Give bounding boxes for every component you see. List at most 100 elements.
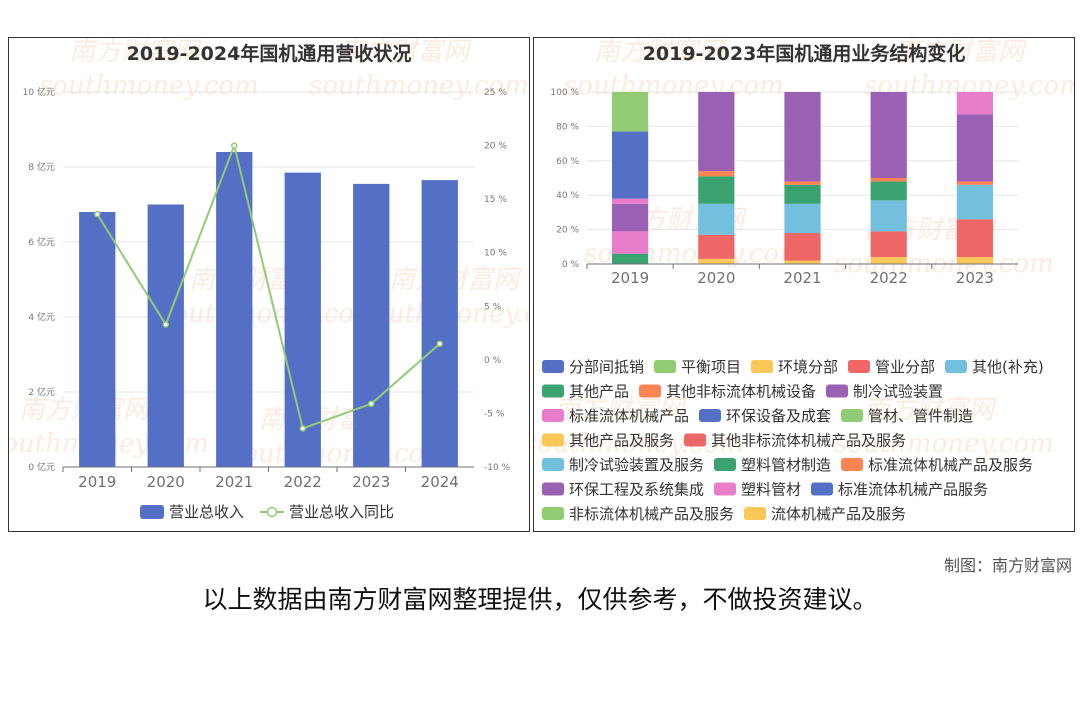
legend-swatch-yoy-marker bbox=[266, 506, 278, 518]
stack-segment bbox=[611, 92, 649, 132]
y2-axis-tick-label: 25 % bbox=[484, 88, 507, 98]
stack-segment bbox=[956, 184, 994, 220]
stack-segment bbox=[956, 219, 994, 258]
stack-segment bbox=[784, 181, 821, 185]
y-axis-tick-label: 2 亿元 bbox=[28, 386, 55, 398]
legend-swatch bbox=[542, 384, 564, 398]
revenue-bar bbox=[284, 172, 321, 467]
watermark-url: southmoney.com bbox=[159, 299, 379, 329]
yoy-growth-point bbox=[94, 210, 101, 218]
watermark-url: southmoney.com bbox=[39, 71, 259, 101]
chart-title: 2019-2023年国机通用业务结构变化 bbox=[643, 42, 966, 65]
legend-label-yoy: 营业总收入同比 bbox=[289, 503, 394, 521]
revenue-bar bbox=[147, 204, 184, 467]
stack-segment bbox=[611, 131, 649, 199]
y-axis-tick-label: 8 亿元 bbox=[28, 161, 55, 173]
legend-swatch bbox=[699, 409, 721, 422]
y-axis-tick-label: 4 亿元 bbox=[28, 311, 55, 323]
yoy-growth-point bbox=[231, 142, 238, 149]
y-axis-tick-label: 100 % bbox=[550, 88, 579, 98]
legend-label: 其他非标流体机械设备 bbox=[666, 383, 816, 401]
legend-label: 流体机械产品及服务 bbox=[771, 505, 906, 523]
legend-swatch bbox=[542, 507, 564, 520]
legend-label: 其他非标流体机械产品及服务 bbox=[711, 432, 906, 450]
stack-segment bbox=[784, 92, 821, 182]
y2-axis-tick-label: -5 % bbox=[484, 409, 505, 419]
stack-segment bbox=[611, 198, 649, 204]
x-axis-tick-label: 2020 bbox=[147, 473, 185, 491]
revenue-bar bbox=[353, 183, 390, 467]
legend-swatch bbox=[751, 360, 773, 373]
legend-label: 塑料管材 bbox=[741, 481, 801, 499]
legend-label: 环保工程及系统集成 bbox=[569, 481, 704, 499]
stack-segment bbox=[698, 171, 735, 177]
disclaimer-text: 以上数据由南方财富网整理提供，仅供参考，不做投资建议。 bbox=[202, 585, 878, 614]
legend-label: 其他(补充) bbox=[972, 358, 1044, 376]
stack-segment bbox=[611, 231, 649, 254]
x-axis-tick-label: 2019 bbox=[611, 269, 649, 287]
y-axis-tick-label: 6 亿元 bbox=[28, 236, 55, 248]
yoy-growth-line bbox=[96, 142, 441, 430]
stack-segment bbox=[784, 184, 821, 204]
watermark-text: 南方财富网 bbox=[554, 395, 687, 425]
legend-swatch bbox=[848, 360, 870, 373]
watermark-url: southmoney.com bbox=[309, 71, 529, 101]
legend-label: 标准流体机械产品服务 bbox=[838, 481, 988, 499]
x-axis-tick-label: 2022 bbox=[870, 269, 908, 287]
stack-segment bbox=[870, 200, 907, 232]
y2-axis-tick-label: 5 % bbox=[484, 302, 502, 312]
yoy-growth-point bbox=[299, 425, 306, 432]
legend-label: 其他产品 bbox=[569, 383, 629, 401]
stack-segment bbox=[956, 92, 994, 115]
legend-label: 环境分部 bbox=[778, 358, 838, 376]
legend-label: 制冷试验装置 bbox=[853, 383, 943, 401]
y-axis-tick-label: 10 亿元 bbox=[23, 86, 55, 98]
watermark-url: southmoney.com bbox=[534, 429, 744, 459]
legend-swatch bbox=[945, 360, 967, 373]
legend-label: 环保设备及成套 bbox=[726, 407, 831, 425]
stack-segment bbox=[784, 260, 821, 264]
yoy-growth-point bbox=[162, 321, 169, 328]
y-axis-tick-label: 0 % bbox=[562, 260, 580, 270]
watermark-url: southmoney.com bbox=[229, 439, 449, 469]
revenue-bar bbox=[216, 152, 253, 467]
stack-segment bbox=[784, 233, 821, 261]
watermark-text: 南方财富网 bbox=[864, 395, 997, 425]
legend-label: 塑料管材制造 bbox=[741, 456, 831, 474]
x-axis-tick-label: 2020 bbox=[697, 269, 735, 287]
legend-label: 其他产品及服务 bbox=[569, 432, 674, 450]
stack-segment bbox=[698, 234, 735, 259]
stack-segment bbox=[870, 181, 907, 201]
x-axis-tick-label: 2019 bbox=[78, 473, 116, 491]
x-axis-tick-label: 2023 bbox=[352, 473, 390, 491]
watermark-text: 南方财富网 bbox=[594, 38, 727, 67]
y2-axis-tick-label: 20 % bbox=[484, 142, 507, 152]
legend-swatch bbox=[542, 409, 564, 422]
watermark-text: 南方财富网 bbox=[339, 38, 472, 67]
legend-label: 分部间抵销 bbox=[569, 358, 644, 376]
legend-swatch bbox=[639, 384, 661, 398]
legend-label: 标准流体机械产品及服务 bbox=[868, 456, 1033, 474]
stack-segment bbox=[698, 258, 735, 264]
y-axis-tick-label: 80 % bbox=[556, 122, 579, 132]
x-axis-tick-label: 2021 bbox=[215, 473, 253, 491]
legend-label: 标准流体机械产品 bbox=[569, 407, 689, 425]
legend-swatch bbox=[654, 360, 676, 373]
legend-label: 管业分部 bbox=[875, 358, 935, 376]
revenue-bar bbox=[79, 212, 116, 467]
legend-swatch bbox=[811, 482, 833, 496]
stack-segment bbox=[784, 203, 821, 234]
stack-segment bbox=[956, 181, 994, 185]
yoy-growth-point bbox=[368, 400, 375, 408]
legend-swatch bbox=[714, 482, 736, 496]
stack-segment bbox=[611, 203, 649, 232]
stack-segment bbox=[698, 176, 735, 204]
y-axis-tick-label: 20 % bbox=[556, 226, 579, 236]
stack-segment bbox=[870, 231, 907, 258]
revenue-chart-panel: 南方财富网 southmoney.com 南方财富网 southmoney.com 南方… bbox=[8, 37, 530, 532]
x-axis-tick-label: 2021 bbox=[783, 269, 821, 287]
chart-title: 2019-2024年国机通用营收状况 bbox=[127, 42, 412, 65]
x-axis-tick-label: 2022 bbox=[284, 473, 322, 491]
y-axis-tick-label: 40 % bbox=[556, 191, 579, 201]
stack-segment bbox=[870, 178, 907, 182]
